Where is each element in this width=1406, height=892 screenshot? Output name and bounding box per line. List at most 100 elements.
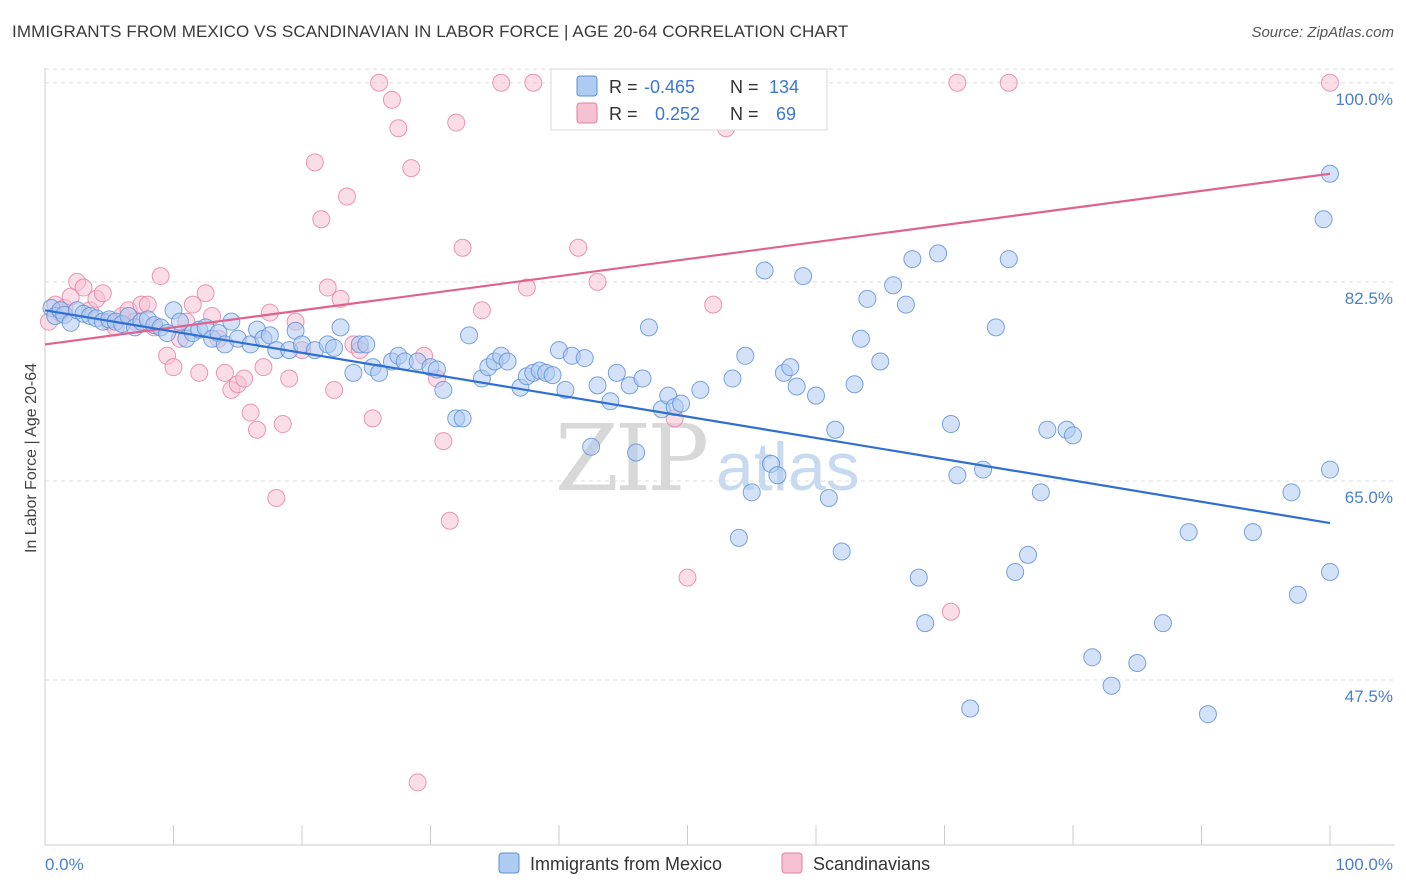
tick-labels: 47.5% 65.0% 82.5% 100.0% 0.0% 100.0%: [45, 90, 1393, 874]
scandinavians-point: [337, 187, 356, 206]
legend-n-label-1: N =: [730, 77, 759, 97]
mexico-point: [1038, 420, 1057, 439]
legend-swatch-blue: [576, 75, 598, 97]
mexico-point: [723, 369, 742, 388]
mexico-point: [1102, 676, 1121, 695]
mexico-point: [1314, 210, 1333, 229]
mexico-point: [453, 409, 472, 428]
mexico-point: [787, 377, 806, 396]
mexico-point: [948, 466, 967, 485]
y-tick-label: 47.5%: [1345, 687, 1393, 706]
scandinavians-point: [331, 289, 350, 308]
mexico-point: [331, 318, 350, 337]
y-tick-label: 65.0%: [1345, 488, 1393, 507]
scandinavians-point: [999, 73, 1018, 92]
bottom-legend-swatch-pink: [781, 852, 803, 874]
scandinavians-point: [273, 415, 292, 434]
mexico-point: [807, 386, 825, 405]
scandinavians-point: [164, 358, 183, 377]
bottom-legend-label-scandinavians: Scandinavians: [813, 854, 930, 874]
mexico-point: [909, 568, 928, 587]
scandinavians-point: [1321, 73, 1339, 92]
scandinavians-point: [235, 369, 254, 388]
scandinavians-point: [524, 73, 543, 92]
legend-r-value-2: 0.252: [655, 104, 700, 124]
scandinavians-point: [267, 489, 286, 508]
scandinavians-point: [440, 511, 459, 530]
mexico-point: [460, 326, 479, 345]
chart-title: IMMIGRANTS FROM MEXICO VS SCANDINAVIAN I…: [12, 22, 849, 41]
x-tick-label-max: 100.0%: [1335, 855, 1393, 874]
mexico-point: [768, 466, 787, 485]
mexico-point: [729, 528, 748, 547]
mexico-point: [582, 437, 601, 456]
legend-n-label-2: N =: [730, 104, 759, 124]
y-tick-label: 100.0%: [1335, 90, 1393, 109]
x-tick-label-min: 0.0%: [45, 855, 84, 874]
y-axis-title: In Labor Force | Age 20-64: [23, 363, 40, 553]
scandinavians-point: [370, 73, 389, 92]
scandinavians-point: [241, 403, 260, 422]
scandinavians-point: [363, 409, 382, 428]
mexico-point: [325, 338, 344, 357]
scandinavians-point: [215, 363, 234, 382]
mexico-point: [832, 542, 851, 561]
mexico-point: [871, 352, 890, 371]
scandinavians-point: [453, 238, 472, 257]
mexico-point: [742, 483, 761, 502]
scandinavians-point: [254, 358, 273, 377]
mexico-point: [929, 244, 948, 263]
mexico-point: [916, 614, 935, 633]
mexico-point: [1282, 483, 1301, 502]
scandinavians-point: [389, 119, 408, 138]
scandinavians-point: [183, 295, 202, 314]
scandinavians-point: [74, 278, 93, 297]
scandinavians-point: [151, 267, 170, 286]
mexico-point: [858, 289, 877, 308]
scandinavians-points: [39, 73, 1339, 792]
scandinavians-point: [325, 380, 344, 399]
mexico-point: [1128, 653, 1147, 672]
mexico-point: [543, 366, 562, 385]
mexico-point: [1006, 562, 1025, 581]
mexico-point: [903, 250, 922, 269]
mexico-point: [588, 376, 607, 395]
mexico-point: [607, 363, 626, 382]
mexico-point: [691, 380, 710, 399]
mexico-point: [556, 380, 575, 399]
trendlines: [44, 172, 1331, 525]
mexico-point: [627, 443, 646, 462]
bottom-legend-swatch-blue: [498, 852, 520, 874]
legend-r-label-2: R =: [609, 104, 638, 124]
scandinavians-point: [492, 73, 511, 92]
mexico-point: [1288, 585, 1307, 604]
mexico-trendline: [44, 309, 1331, 525]
mexico-point: [357, 335, 376, 354]
mexico-point: [575, 349, 594, 368]
mexico-point: [826, 420, 845, 439]
scandinavians-point: [678, 568, 697, 587]
mexico-point: [1019, 545, 1038, 564]
mexico-point: [601, 392, 620, 411]
scandinavians-point: [588, 272, 607, 291]
scandinavians-point: [434, 432, 453, 451]
mexico-point: [845, 375, 864, 394]
scandinavians-point: [190, 363, 209, 382]
legend-n-value-2: 69: [776, 104, 796, 124]
scandinavians-point: [196, 284, 215, 303]
source-attribution: Source: ZipAtlas.com: [1251, 24, 1394, 41]
scandinavians-point: [305, 153, 324, 172]
scandinavians-point: [704, 295, 723, 314]
scandinavians-point: [318, 278, 337, 297]
mexico-point: [999, 250, 1018, 269]
scandinavians-point: [948, 73, 967, 92]
scandinavians-point: [382, 90, 401, 109]
mexico-point: [736, 346, 755, 365]
watermark-atlas: atlas: [716, 429, 860, 505]
mexico-point: [1243, 523, 1262, 542]
mexico-point: [498, 352, 517, 371]
mexico-point: [884, 276, 903, 295]
legend-r-label-1: R =: [609, 77, 638, 97]
legend-r-value-1: -0.465: [644, 77, 695, 97]
mexico-point: [1083, 648, 1102, 667]
